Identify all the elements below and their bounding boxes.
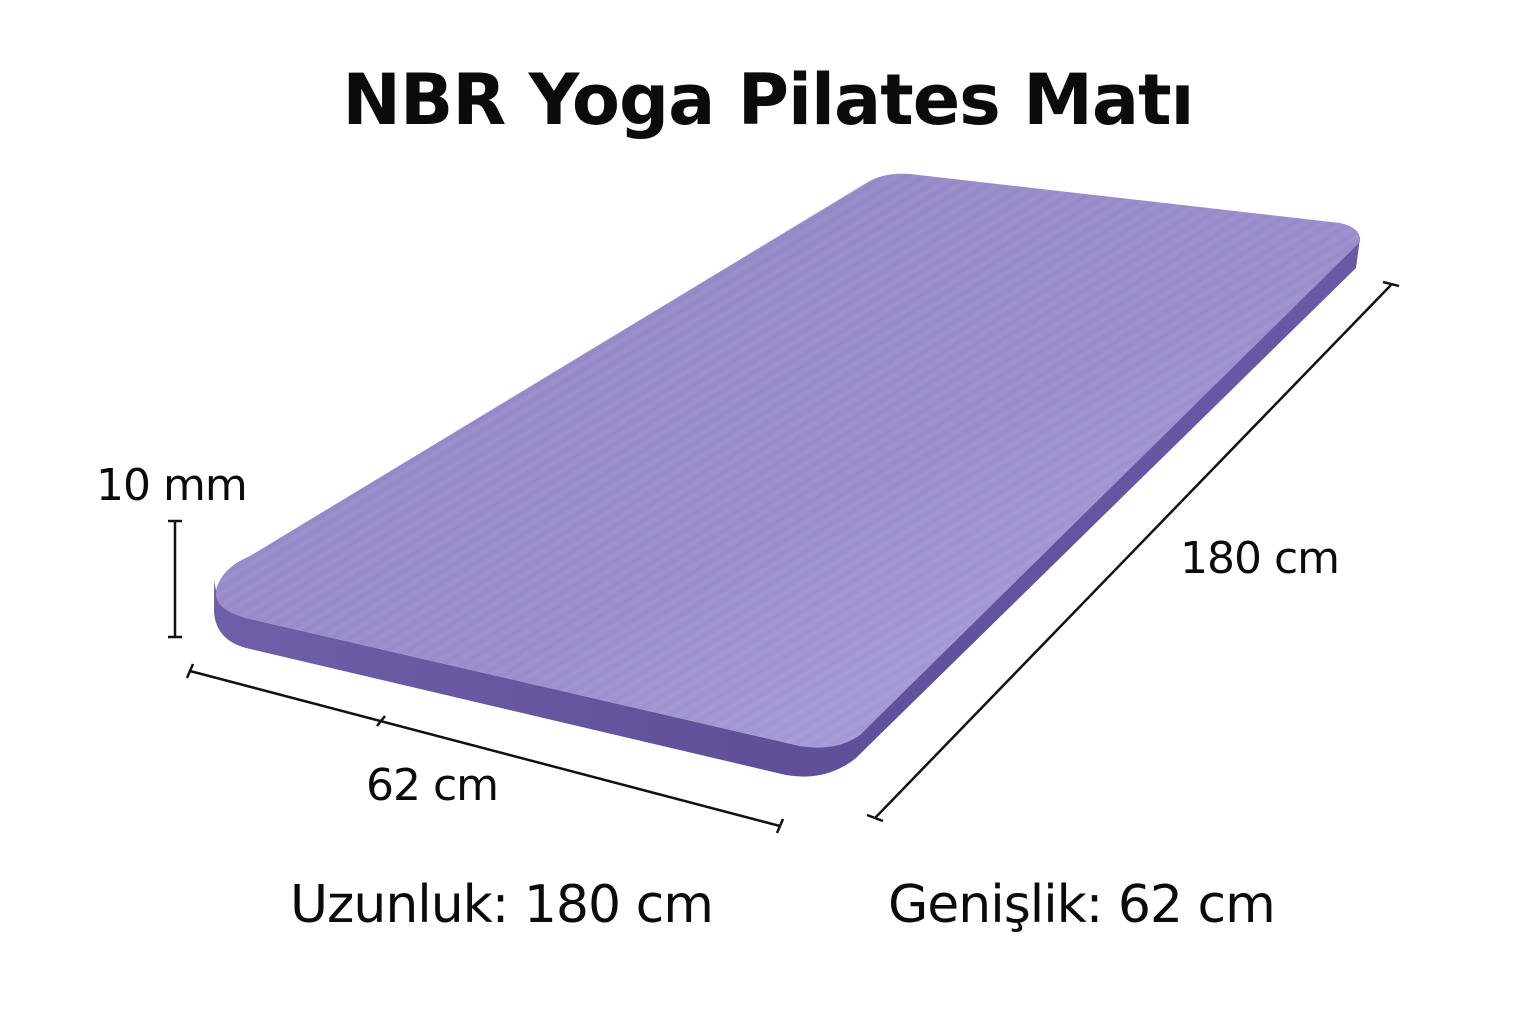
width-dimension-line [185,663,785,834]
page-title: NBR Yoga Pilates Matı [342,59,1194,141]
thickness-dimension-line [168,519,182,639]
length-dimension-line [866,280,1400,823]
width-dimension-label: 62 cm [366,760,499,811]
thickness-label: 10 mm [96,460,248,511]
width-spec: Genişlik: 62 cm [888,875,1276,935]
length-spec: Uzunluk: 180 cm [290,875,714,935]
mat-texture-ribs [215,173,1361,748]
length-dimension-label: 180 cm [1180,533,1340,584]
